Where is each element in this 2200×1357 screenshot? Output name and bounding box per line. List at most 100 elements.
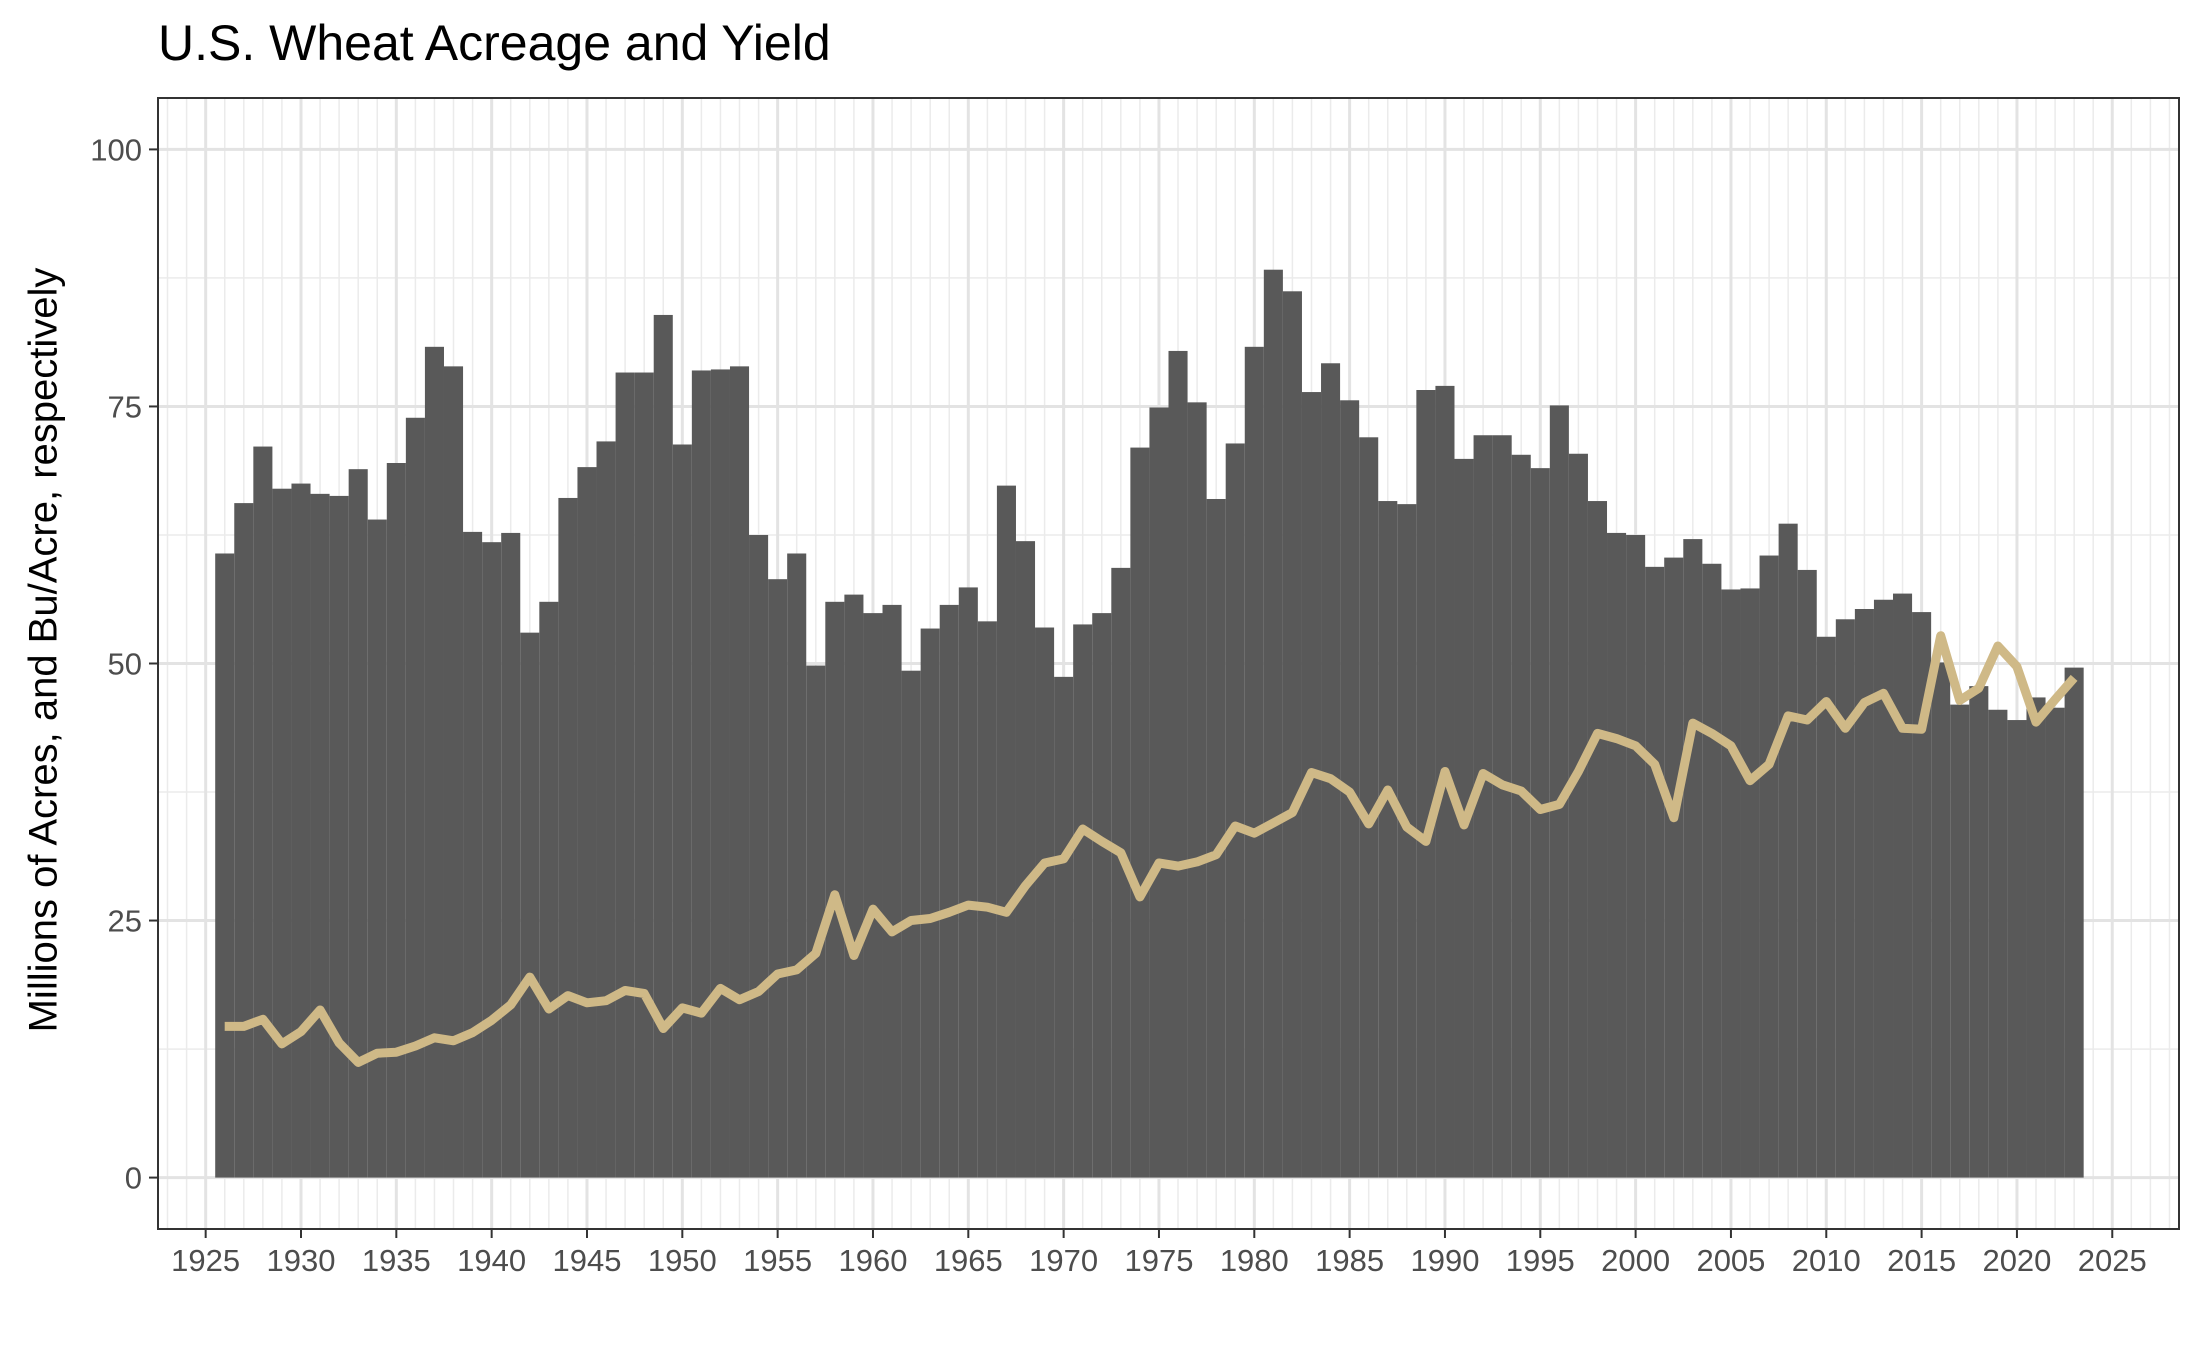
x-tick-label: 1935 xyxy=(362,1243,431,1278)
bar xyxy=(1778,523,1798,1178)
bar xyxy=(1816,636,1836,1178)
bar xyxy=(234,503,254,1178)
bar xyxy=(367,519,387,1178)
x-tick-label: 1975 xyxy=(1124,1243,1193,1278)
bar xyxy=(215,553,235,1178)
bar xyxy=(1835,619,1855,1178)
x-tick-label: 1970 xyxy=(1029,1243,1098,1278)
bar xyxy=(787,553,807,1178)
x-tick-label: 1925 xyxy=(171,1243,240,1278)
bar xyxy=(996,485,1016,1178)
bar xyxy=(310,493,330,1178)
bar xyxy=(1683,539,1703,1178)
bar xyxy=(1549,405,1569,1178)
bar xyxy=(1378,501,1398,1178)
bar xyxy=(1206,498,1226,1178)
y-tick-label: 25 xyxy=(108,904,142,939)
bar xyxy=(1969,686,1989,1178)
bar xyxy=(920,628,940,1178)
bar xyxy=(1416,390,1436,1178)
x-tick-label: 1955 xyxy=(743,1243,812,1278)
bar xyxy=(424,346,444,1178)
bar xyxy=(1759,555,1779,1178)
bar xyxy=(386,463,406,1178)
yield-line xyxy=(224,631,2078,1067)
bar xyxy=(939,604,959,1178)
x-tick-label: 1995 xyxy=(1506,1243,1575,1278)
bar xyxy=(1092,613,1112,1178)
bar xyxy=(1111,567,1131,1178)
bar xyxy=(253,446,273,1178)
bar xyxy=(1568,453,1588,1178)
bar xyxy=(2064,667,2084,1178)
bar xyxy=(1130,447,1150,1178)
x-tick-label: 1930 xyxy=(267,1243,336,1278)
bar xyxy=(1912,612,1932,1178)
y-axis: 0 25 50 75 100 xyxy=(90,132,158,1196)
x-tick-label: 2020 xyxy=(1982,1243,2051,1278)
bar xyxy=(329,495,349,1178)
bar xyxy=(977,621,997,1178)
bar xyxy=(463,531,483,1178)
bar xyxy=(1797,569,1817,1178)
bar xyxy=(577,467,597,1178)
x-axis: 1925 1930 1935 1940 1945 1950 1955 1960 1965 1970… xyxy=(171,1229,2147,1278)
bar xyxy=(1645,566,1665,1178)
x-tick-label: 1940 xyxy=(457,1243,526,1278)
bar xyxy=(2026,697,2046,1178)
x-tick-label: 1985 xyxy=(1315,1243,1384,1278)
x-tick-label: 1960 xyxy=(838,1243,907,1278)
bar xyxy=(1511,454,1531,1178)
bar xyxy=(768,579,788,1178)
bar xyxy=(1187,402,1207,1178)
bar xyxy=(634,372,654,1178)
bar xyxy=(844,594,864,1178)
y-tick-label: 75 xyxy=(108,389,142,424)
bar xyxy=(710,369,730,1178)
bar xyxy=(1282,291,1302,1178)
bar xyxy=(1321,363,1341,1178)
bar xyxy=(615,372,635,1178)
x-tick-label: 2005 xyxy=(1696,1243,1765,1278)
bar xyxy=(443,366,464,1178)
bar xyxy=(1168,350,1188,1178)
bar xyxy=(1607,532,1627,1178)
y-tick-label: 50 xyxy=(108,647,142,682)
bar xyxy=(272,488,292,1178)
bar xyxy=(1931,662,1951,1178)
chart-title: U.S. Wheat Acreage and Yield xyxy=(158,15,831,71)
x-tick-label: 2025 xyxy=(2078,1243,2147,1278)
bar xyxy=(2007,720,2027,1178)
bar xyxy=(882,604,902,1178)
bar xyxy=(1492,435,1512,1178)
x-tick-label: 2015 xyxy=(1887,1243,1956,1278)
bar-series xyxy=(215,269,2084,1178)
bar xyxy=(558,497,578,1178)
bar xyxy=(520,632,540,1178)
bar xyxy=(672,444,692,1178)
bar xyxy=(863,613,883,1178)
bar xyxy=(1225,443,1245,1178)
bar xyxy=(1664,557,1684,1178)
bar xyxy=(958,587,978,1178)
bar xyxy=(729,366,750,1178)
bar xyxy=(596,441,616,1178)
bar xyxy=(539,601,559,1178)
bar xyxy=(1893,593,1913,1178)
bar xyxy=(1244,346,1264,1178)
bar xyxy=(291,483,311,1178)
bar xyxy=(1054,676,1074,1178)
bar xyxy=(691,370,711,1178)
bar xyxy=(1359,437,1379,1178)
x-tick-label: 1980 xyxy=(1220,1243,1289,1278)
bar xyxy=(653,314,673,1178)
bar xyxy=(1988,709,2008,1178)
bar xyxy=(1740,588,1760,1178)
bar xyxy=(1397,504,1417,1178)
x-tick-label: 2000 xyxy=(1601,1243,1670,1278)
bar xyxy=(1301,392,1322,1178)
x-tick-label: 1990 xyxy=(1410,1243,1479,1278)
bar xyxy=(1873,599,1894,1178)
bar xyxy=(825,601,845,1178)
